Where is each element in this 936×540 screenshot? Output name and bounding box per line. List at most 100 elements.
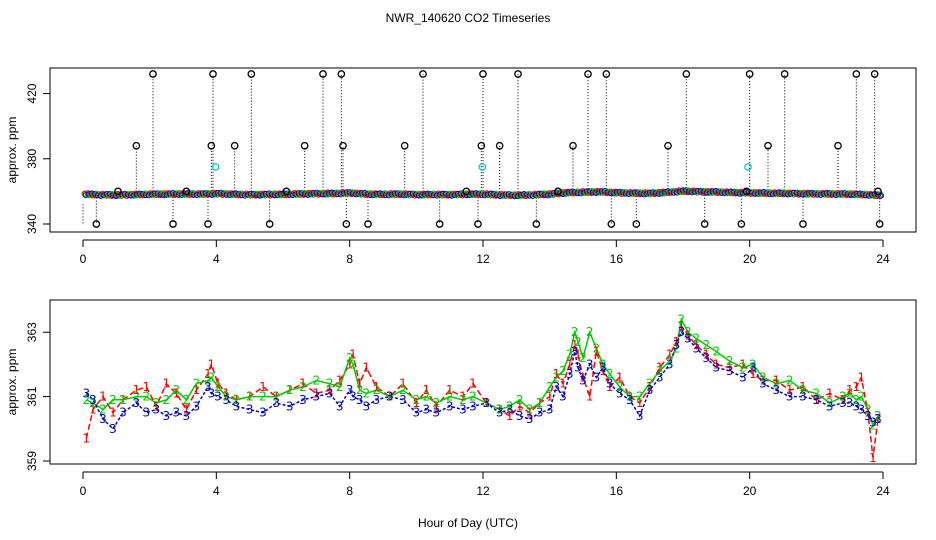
baseline-point — [801, 189, 808, 197]
bottom-y-axis-label: approx. ppm — [5, 349, 19, 416]
top-y-axis-label: approx. ppm — [5, 117, 19, 184]
series-2-marker: 2 — [326, 377, 334, 391]
outlier-point — [462, 187, 471, 196]
outlier-point — [230, 141, 239, 150]
series-2-marker: 2 — [399, 383, 407, 397]
outlier-point — [737, 220, 746, 228]
series-1-marker: 1 — [646, 380, 654, 394]
series-2-marker: 2 — [593, 341, 601, 355]
series-3-marker: 3 — [349, 390, 357, 404]
series-3-marker: 3 — [666, 357, 674, 371]
series-3-marker: 3 — [684, 332, 692, 346]
baseline-point — [399, 191, 406, 198]
series-3-marker: 3 — [433, 406, 441, 420]
outlier-point — [554, 187, 562, 196]
series-1-marker: 1 — [423, 383, 431, 397]
x-tick-label: 4 — [213, 484, 220, 498]
series-2-marker: 2 — [799, 383, 807, 397]
baseline-point — [633, 190, 640, 198]
series-3-marker: 3 — [83, 386, 91, 400]
baseline-point — [537, 192, 544, 199]
series-2-marker: 2 — [214, 380, 222, 394]
series-1-marker: 1 — [853, 380, 861, 394]
series-1-marker: 1 — [173, 386, 181, 400]
outlier-point — [602, 70, 611, 78]
baseline-point — [447, 191, 454, 198]
series-2-marker: 2 — [506, 399, 514, 413]
outlier-point — [495, 141, 504, 150]
series-3-marker: 3 — [853, 399, 861, 413]
series-3-marker: 3 — [506, 402, 514, 416]
baseline-point — [753, 189, 760, 196]
series-1-marker: 1 — [846, 383, 854, 397]
baseline-point — [417, 190, 424, 198]
series-2-marker: 2 — [703, 338, 711, 352]
series-1-marker: 1 — [826, 386, 834, 400]
series-2-marker: 2 — [646, 377, 654, 391]
series-2-marker: 2 — [119, 393, 127, 407]
series-3-marker: 3 — [208, 386, 216, 400]
series-1-marker: 1 — [786, 383, 794, 397]
series-2-marker: 2 — [826, 396, 834, 410]
series-2-marker: 2 — [99, 402, 107, 416]
series-3-marker: 3 — [574, 361, 582, 375]
outlier-point — [745, 70, 754, 78]
x-tick-label: 20 — [743, 252, 757, 266]
series-1-marker: 1 — [586, 390, 594, 404]
series-3-marker: 3 — [673, 338, 681, 352]
series-2-marker: 2 — [616, 380, 624, 394]
series-2-marker: 2 — [483, 396, 491, 410]
series-3-marker: 3 — [869, 415, 877, 429]
cyan-point — [211, 163, 220, 171]
series-1-marker: 1 — [726, 361, 734, 375]
series-3-marker: 3 — [133, 396, 141, 410]
series-1-marker: 1 — [526, 406, 534, 420]
top-plot-frame — [49, 67, 917, 233]
series-2-marker: 2 — [273, 390, 281, 404]
series-2-marker: 2 — [853, 393, 861, 407]
series-3-marker: 3 — [626, 393, 634, 407]
series-2-marker: 2 — [571, 325, 579, 339]
series-3-marker: 3 — [469, 399, 477, 413]
series-3-line — [85, 330, 879, 430]
outlier-point — [874, 187, 882, 196]
series-2-marker: 2 — [656, 364, 664, 378]
series-1-marker: 1 — [459, 390, 467, 404]
series-2-marker: 2 — [626, 390, 634, 404]
series-2-marker: 2 — [89, 396, 97, 410]
series-2-marker: 2 — [246, 390, 254, 404]
series-1-marker: 1 — [559, 377, 567, 391]
series-2-marker: 2 — [286, 383, 294, 397]
series-1-marker: 1 — [599, 364, 607, 378]
series-3-marker: 3 — [813, 393, 821, 407]
series-3-marker: 3 — [864, 409, 872, 423]
series-1-marker: 1 — [678, 319, 686, 333]
series-2-marker: 2 — [313, 374, 321, 388]
baseline-point — [831, 190, 838, 198]
series-1-marker: 1 — [259, 380, 267, 394]
series-3-marker: 3 — [173, 406, 181, 420]
series-2-marker: 2 — [204, 374, 212, 388]
series-1-marker: 1 — [553, 367, 561, 381]
series-1-marker: 1 — [183, 402, 191, 416]
series-3-marker: 3 — [299, 393, 307, 407]
series-2-marker: 2 — [678, 312, 686, 326]
series-1-marker: 1 — [799, 380, 807, 394]
series-2-marker: 2 — [559, 364, 567, 378]
series-1-marker: 1 — [469, 377, 477, 391]
x-tick-label: 8 — [346, 484, 353, 498]
series-1-marker: 1 — [299, 377, 307, 391]
x-tick-label: 20 — [743, 484, 757, 498]
series-2-marker: 2 — [574, 335, 582, 349]
series-1-marker: 1 — [233, 393, 241, 407]
series-3-marker: 3 — [759, 377, 767, 391]
outlier-point — [300, 141, 309, 150]
outlier-point — [182, 187, 191, 196]
series-2-marker: 2 — [469, 390, 477, 404]
series-2-marker: 2 — [599, 357, 607, 371]
series-1-marker: 1 — [153, 399, 161, 413]
series-2-marker: 2 — [759, 370, 767, 384]
series-1-marker: 1 — [99, 390, 107, 404]
outlier-point — [477, 141, 486, 150]
outlier-point — [474, 220, 482, 228]
